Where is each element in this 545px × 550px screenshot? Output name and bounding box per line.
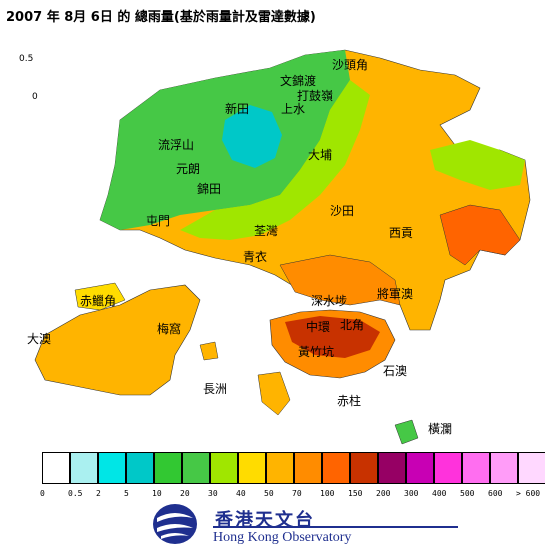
logo-underline [213, 526, 458, 528]
place-san-tin: 新田 [225, 102, 250, 116]
place-ta-kwu-ling: 打鼓嶺 [297, 89, 334, 103]
place-tsuen-wan: 荃灣 [254, 224, 279, 238]
cheung-chau-island [199, 341, 219, 361]
legend-swatch-3 [126, 452, 154, 484]
place-tsing-yi: 青衣 [243, 250, 268, 264]
place-waglan: 橫瀾 [428, 422, 453, 436]
sai-kung-peninsula [439, 204, 521, 266]
place-sham-shui-po: 深水埗 [311, 294, 348, 308]
cyan-core [222, 105, 282, 168]
legend-tick-7: 40 [236, 489, 246, 498]
coastline-mark-0: 0 [32, 92, 38, 102]
place-tai-o: 大澳 [27, 332, 52, 346]
place-sha-tin: 沙田 [330, 204, 355, 218]
hong-kong-island-core [285, 316, 380, 358]
place-stanley: 赤柱 [337, 394, 362, 408]
place-wong-chuk-hang: 黃竹坑 [298, 345, 335, 359]
place-mui-wo: 梅窩 [157, 322, 182, 336]
lamma-island [257, 371, 291, 416]
legend-tick-1: 0.5 [68, 489, 83, 498]
legend-swatch-8 [266, 452, 294, 484]
legend-swatch-11 [350, 452, 378, 484]
legend-swatch-5 [182, 452, 210, 484]
legend-swatch-17 [518, 452, 545, 484]
legend-swatch-15 [462, 452, 490, 484]
legend-swatch-16 [490, 452, 518, 484]
place-shek-o: 石澳 [383, 364, 408, 378]
place-tuen-mun: 屯門 [146, 214, 171, 228]
waglan-island [394, 419, 419, 445]
hko-name-english: Hong Kong Observatory [213, 530, 352, 545]
legend-tick-16: 600 [488, 489, 503, 498]
hko-emblem-icon [153, 504, 197, 544]
place-sheung-shui: 上水 [281, 102, 306, 116]
legend-tick-11: 150 [348, 489, 363, 498]
legend-tick-15: 500 [460, 489, 475, 498]
legend-swatch-13 [406, 452, 434, 484]
legend-tick-2: 2 [96, 489, 101, 498]
legend-tick-13: 300 [404, 489, 419, 498]
legend-tick-8: 50 [264, 489, 274, 498]
legend-swatch-6 [210, 452, 238, 484]
legend-tick-6: 30 [208, 489, 218, 498]
rainfall-map [34, 49, 531, 445]
place-central: 中環 [306, 320, 331, 334]
east-green-strip [430, 140, 525, 190]
map-title: 2007 年 8月 6日 的 總雨量(基於雨量計及雷達數據) [6, 10, 316, 25]
yellow-green-band [180, 80, 370, 240]
place-tai-po: 大埔 [308, 148, 333, 162]
place-chek-lap-kok: 赤鱲角 [80, 294, 117, 308]
place-north-point: 北角 [340, 318, 365, 332]
legend-tick-0: 0 [40, 489, 45, 498]
legend-tick-4: 10 [152, 489, 162, 498]
coastline-mark-0-5: 0.5 [19, 54, 34, 64]
place-sha-tau-kok: 沙頭角 [332, 58, 369, 72]
legend-swatch-9 [294, 452, 322, 484]
legend-tick-12: 200 [376, 489, 391, 498]
place-man-kam-to: 文錦渡 [280, 74, 317, 88]
legend-tick-10: 100 [320, 489, 335, 498]
legend-swatch-0 [42, 452, 70, 484]
legend-swatch-2 [98, 452, 126, 484]
legend-tick-14: 400 [432, 489, 447, 498]
kowloon-zone [279, 254, 401, 306]
hko-name-chinese: 香港天文台 [215, 510, 315, 531]
legend-swatch-12 [378, 452, 406, 484]
legend-swatch-7 [238, 452, 266, 484]
place-kam-tin: 錦田 [197, 182, 222, 196]
legend-swatch-4 [154, 452, 182, 484]
legend-tick-17: > 600 [516, 489, 541, 498]
lantau-island [34, 284, 201, 396]
place-tseung-kwan-o: 將軍澳 [377, 287, 414, 301]
legend-swatch-10 [322, 452, 350, 484]
legend-swatch-1 [70, 452, 98, 484]
legend-tick-9: 70 [292, 489, 302, 498]
place-sai-kung: 西貢 [389, 226, 414, 240]
legend-tick-3: 5 [124, 489, 129, 498]
place-lau-fau-shan: 流浮山 [158, 138, 195, 152]
place-yuen-long: 元朗 [176, 162, 201, 176]
legend-swatch-14 [434, 452, 462, 484]
chek-lap-kok-island [74, 282, 126, 311]
legend-tick-5: 20 [180, 489, 190, 498]
place-cheung-chau: 長洲 [203, 382, 228, 396]
